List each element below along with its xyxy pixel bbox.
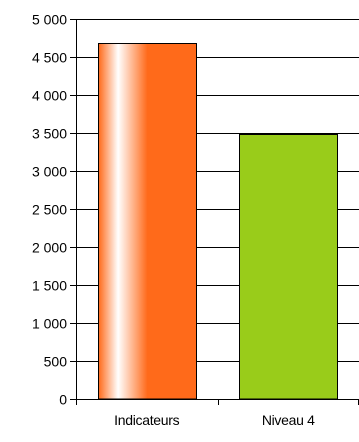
bar-niveau-4 bbox=[239, 134, 338, 400]
y-tick-label: 1 500 bbox=[32, 278, 67, 294]
bar-indicateurs bbox=[98, 43, 197, 400]
y-tick-label: 5 000 bbox=[32, 12, 67, 28]
y-tick-label: 3 000 bbox=[32, 164, 67, 180]
y-tick-label: 4 500 bbox=[32, 50, 67, 66]
y-tick-label: 0 bbox=[59, 392, 67, 408]
y-tick-label: 2 500 bbox=[32, 202, 67, 218]
axes bbox=[70, 19, 359, 405]
y-tick-label: 4 000 bbox=[32, 88, 67, 104]
x-tick-label: Indicateurs bbox=[114, 412, 179, 428]
y-tick-label: 1 000 bbox=[32, 316, 67, 332]
y-tick-label: 500 bbox=[44, 354, 68, 370]
y-tick-label: 3 500 bbox=[32, 126, 67, 142]
bars bbox=[98, 43, 338, 400]
x-tick-labels: Indicateurs Niveau 4 bbox=[114, 412, 315, 428]
y-tick-labels: 0 500 1 000 1 500 2 000 2 500 3 000 3 500 4 000 4… bbox=[32, 12, 67, 408]
y-tick-label: 2 000 bbox=[32, 240, 67, 256]
x-tick-label: Niveau 4 bbox=[262, 412, 315, 428]
